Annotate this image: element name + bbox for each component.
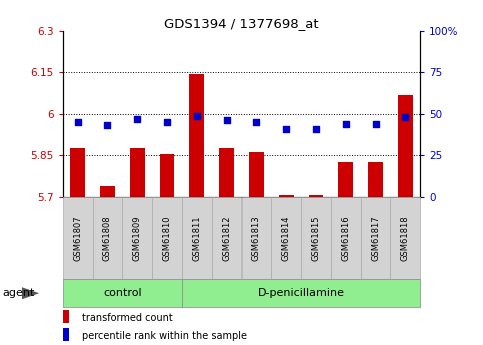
Text: GSM61813: GSM61813 (252, 215, 261, 261)
Bar (279, 195, 294, 197)
Bar (100, 186, 115, 197)
Point (104, 123, 112, 128)
Bar (130, 148, 145, 197)
Point (133, 116, 141, 121)
Text: GSM61808: GSM61808 (103, 215, 112, 261)
Point (282, 126, 290, 131)
Bar (152, 197, 182, 279)
Bar (122, 197, 152, 279)
Point (163, 119, 171, 125)
Bar (309, 195, 324, 197)
Text: transformed count: transformed count (83, 313, 173, 323)
Polygon shape (22, 287, 39, 299)
Bar (361, 197, 390, 279)
Text: GSM61807: GSM61807 (73, 215, 82, 261)
Text: control: control (103, 288, 142, 298)
Text: GSM61811: GSM61811 (192, 215, 201, 261)
Point (401, 115, 409, 120)
Text: GSM61814: GSM61814 (282, 215, 291, 261)
Bar (271, 197, 301, 279)
Bar (398, 95, 413, 197)
Bar (63, 328, 69, 341)
Bar (182, 279, 420, 307)
Text: GSM61809: GSM61809 (133, 215, 142, 261)
Text: GSM61816: GSM61816 (341, 215, 350, 261)
Bar (338, 162, 353, 197)
Text: GSM61812: GSM61812 (222, 215, 231, 261)
Text: agent: agent (2, 288, 35, 298)
Point (342, 121, 350, 127)
Bar (331, 197, 361, 279)
Text: GSM61817: GSM61817 (371, 215, 380, 261)
Text: GSM61810: GSM61810 (163, 215, 171, 261)
Text: GSM61818: GSM61818 (401, 215, 410, 261)
Text: percentile rank within the sample: percentile rank within the sample (83, 331, 247, 341)
Bar (212, 197, 242, 279)
Bar (63, 279, 182, 307)
Point (193, 113, 201, 118)
Bar (70, 148, 85, 197)
Point (312, 126, 320, 131)
Bar (390, 197, 420, 279)
Bar (63, 310, 69, 323)
Point (253, 119, 260, 125)
Bar (249, 152, 264, 197)
Bar (301, 197, 331, 279)
Bar (368, 162, 383, 197)
Bar (159, 154, 174, 197)
Bar (63, 197, 93, 279)
Bar (93, 197, 122, 279)
Text: D-penicillamine: D-penicillamine (257, 288, 344, 298)
Point (223, 118, 230, 123)
Bar (182, 197, 212, 279)
Title: GDS1394 / 1377698_at: GDS1394 / 1377698_at (164, 17, 319, 30)
Text: GSM61815: GSM61815 (312, 215, 320, 261)
Bar (189, 74, 204, 197)
Point (372, 121, 380, 127)
Point (74, 119, 82, 125)
Bar (242, 197, 271, 279)
Bar (219, 148, 234, 197)
